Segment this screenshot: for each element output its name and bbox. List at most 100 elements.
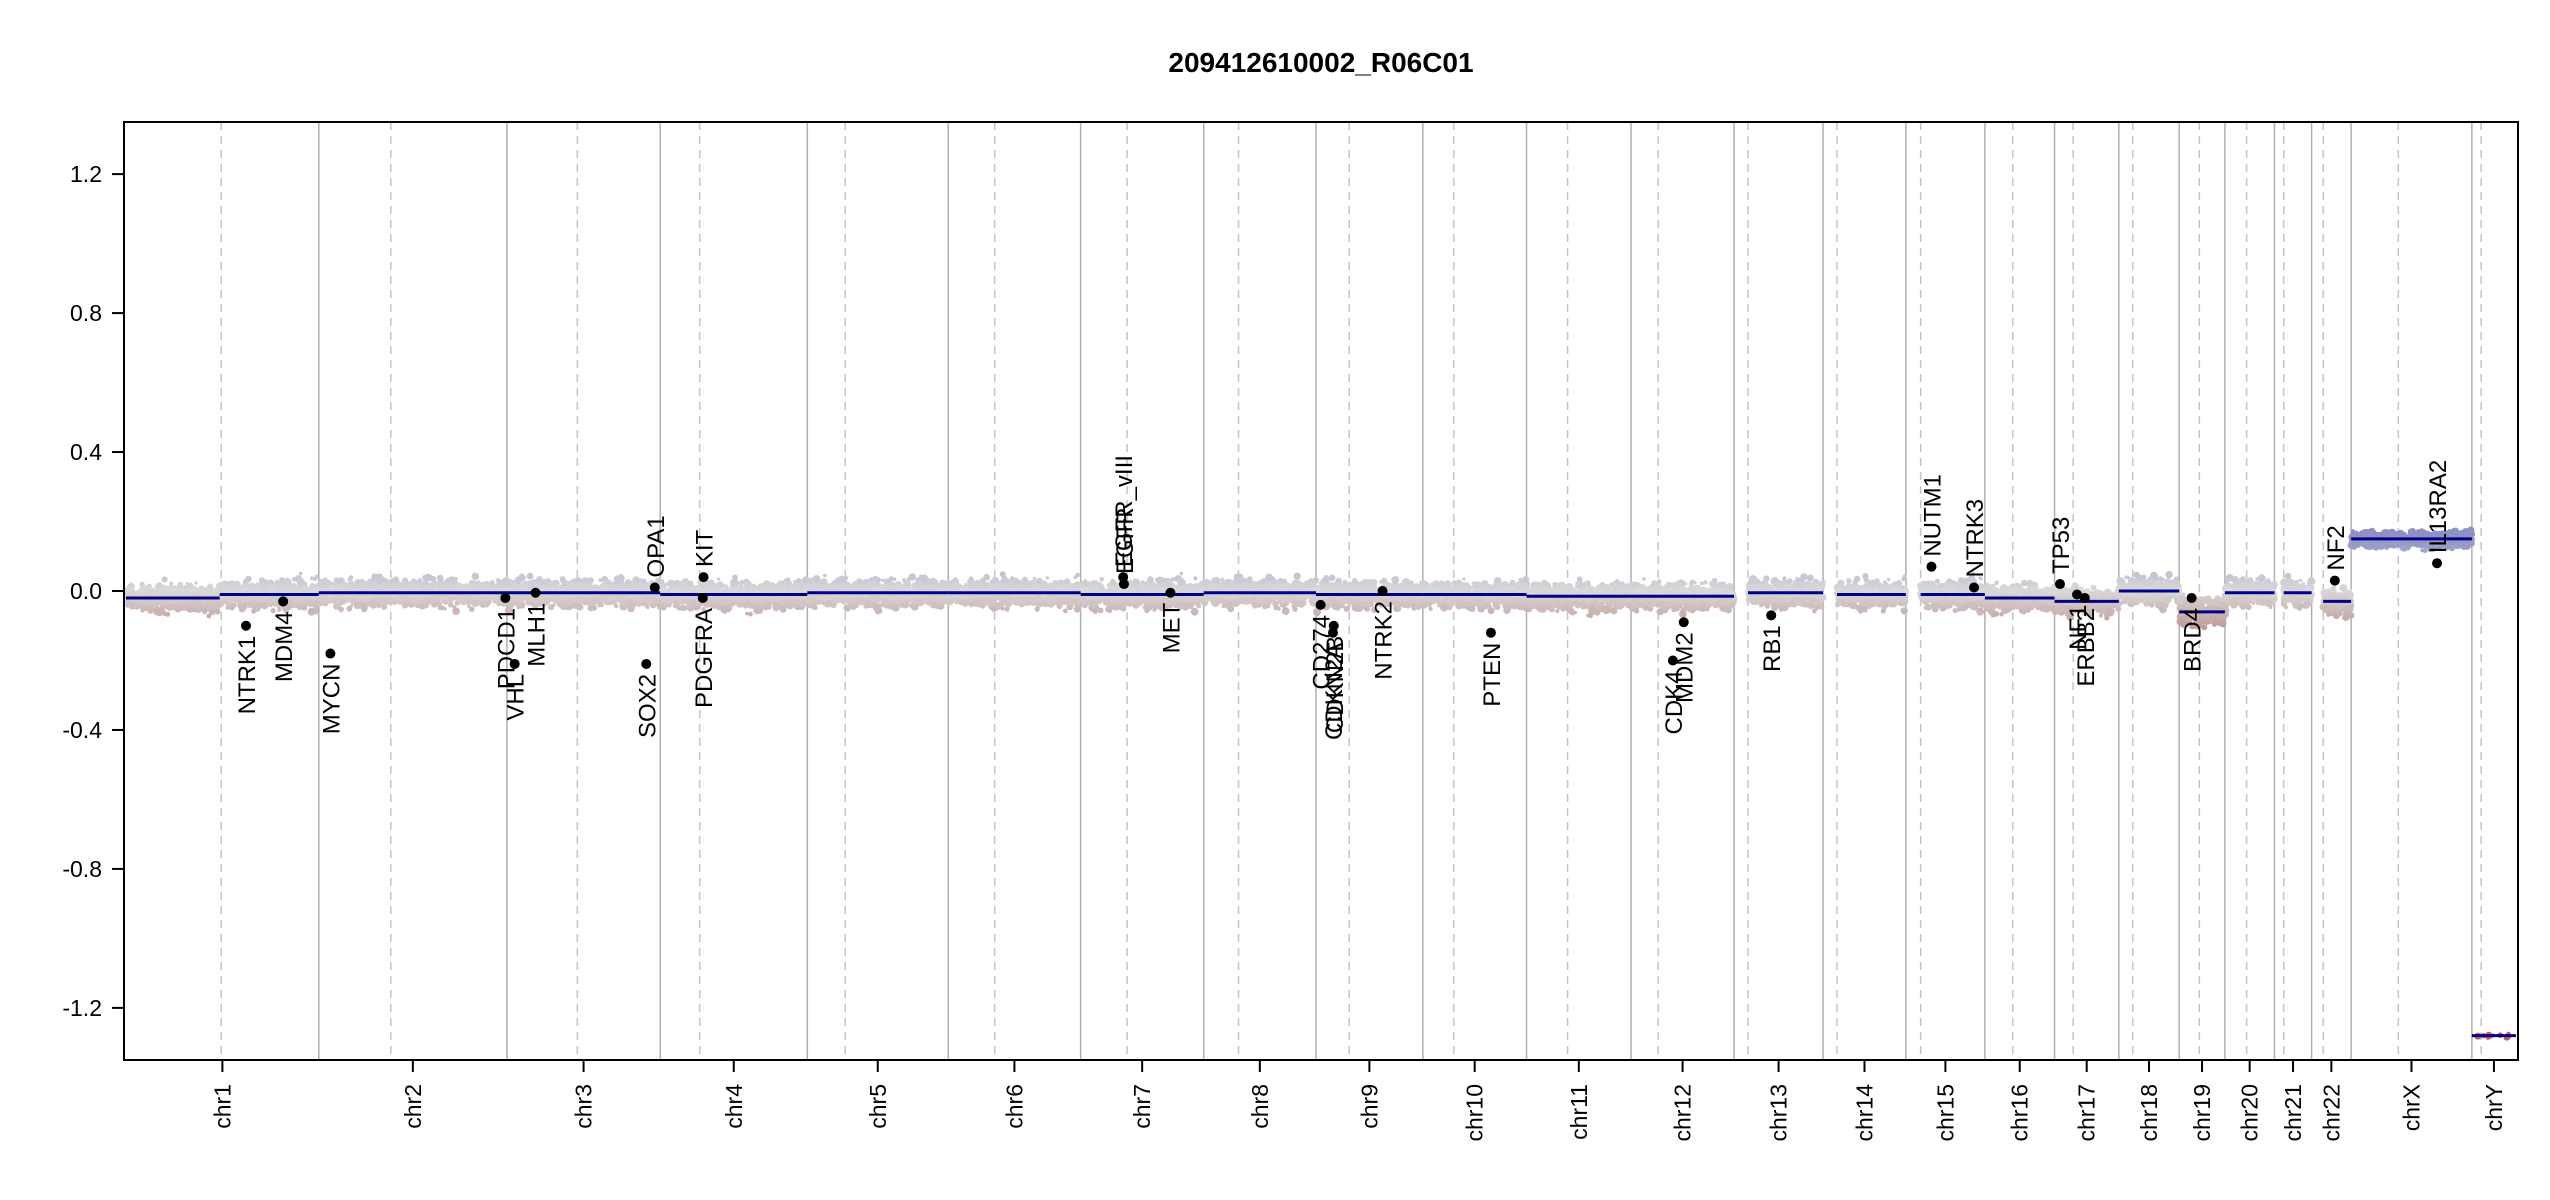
probe-point bbox=[160, 608, 165, 612]
probe-point bbox=[360, 583, 366, 589]
probe-point bbox=[468, 579, 476, 588]
probe-point bbox=[739, 579, 745, 586]
probe-point bbox=[613, 575, 622, 584]
probe-point bbox=[171, 591, 175, 596]
probe-point bbox=[452, 607, 460, 615]
probe-point bbox=[139, 604, 144, 608]
probe-point bbox=[469, 606, 475, 612]
probe-point bbox=[153, 607, 161, 616]
probe-point bbox=[339, 577, 344, 581]
probe-point bbox=[338, 606, 344, 613]
probe-point bbox=[779, 606, 787, 613]
probe-point bbox=[417, 578, 423, 583]
probe-point bbox=[720, 600, 725, 605]
probe-point bbox=[333, 577, 340, 584]
probe-point bbox=[614, 584, 619, 589]
probe-point bbox=[603, 577, 608, 581]
probe-point bbox=[764, 587, 768, 591]
probe-point bbox=[242, 588, 247, 592]
probe-point bbox=[161, 576, 168, 583]
probe-point bbox=[384, 585, 389, 589]
probe-point bbox=[793, 599, 798, 605]
probe-point bbox=[425, 596, 431, 602]
probe-point bbox=[613, 603, 619, 609]
probe-point bbox=[426, 583, 435, 591]
probe-point bbox=[265, 599, 270, 605]
probe-point bbox=[660, 596, 666, 601]
probe-point bbox=[641, 601, 646, 607]
probe-point bbox=[310, 576, 315, 581]
probe-point bbox=[474, 600, 479, 604]
probe-point bbox=[295, 601, 302, 608]
probe-point bbox=[363, 602, 368, 607]
probe-point bbox=[347, 578, 351, 582]
probe-point bbox=[750, 584, 755, 589]
probe-point bbox=[384, 598, 392, 605]
probe-point bbox=[672, 603, 679, 609]
probe-point bbox=[560, 585, 565, 590]
probe-point bbox=[746, 581, 751, 587]
probe-point bbox=[471, 572, 480, 580]
probe-point bbox=[468, 593, 473, 599]
probe-point bbox=[732, 574, 738, 581]
probe-point bbox=[206, 583, 214, 591]
probe-point bbox=[354, 603, 360, 609]
probe-point bbox=[716, 585, 721, 590]
probe-point bbox=[575, 595, 584, 604]
probe-point bbox=[794, 605, 798, 610]
probe-point bbox=[224, 595, 229, 600]
probe-point bbox=[320, 594, 328, 602]
probe-point bbox=[373, 594, 377, 598]
probe-point bbox=[242, 578, 249, 584]
probe-point bbox=[146, 599, 152, 604]
probe-point bbox=[243, 595, 250, 602]
probe-point bbox=[575, 603, 584, 611]
probe-point bbox=[225, 605, 230, 610]
probe-point bbox=[160, 589, 165, 594]
probe-point bbox=[637, 584, 643, 591]
probe-point bbox=[201, 608, 208, 615]
probe-point bbox=[586, 597, 592, 602]
probe-point bbox=[629, 601, 636, 609]
probe-point bbox=[616, 596, 623, 603]
probe-point bbox=[443, 587, 447, 592]
probe-point bbox=[186, 588, 193, 595]
probe-point bbox=[147, 607, 153, 613]
probe-point bbox=[139, 581, 145, 587]
probe-point bbox=[599, 602, 604, 608]
probe-point bbox=[307, 607, 316, 616]
probe-point bbox=[218, 583, 226, 592]
probe-point bbox=[165, 604, 169, 608]
probe-point bbox=[452, 584, 460, 592]
probe-point bbox=[140, 585, 144, 589]
probe-point bbox=[767, 582, 774, 588]
probe-point bbox=[189, 606, 195, 612]
probe-point bbox=[771, 595, 778, 602]
probe-point bbox=[774, 589, 779, 594]
probe-point bbox=[368, 580, 375, 586]
probe-point bbox=[744, 600, 752, 608]
probe-point bbox=[421, 582, 425, 587]
probe-point bbox=[696, 585, 703, 592]
probe-point bbox=[726, 599, 733, 606]
probe-point bbox=[349, 604, 353, 609]
probe-point bbox=[589, 585, 595, 591]
probe-point bbox=[717, 577, 721, 581]
probe-point bbox=[437, 605, 443, 611]
probe-point bbox=[698, 602, 703, 607]
probe-point bbox=[162, 611, 167, 616]
probe-point bbox=[374, 584, 379, 590]
probe-point bbox=[198, 592, 203, 597]
probe-point bbox=[731, 586, 737, 592]
probe-point bbox=[188, 602, 193, 607]
probe-point bbox=[296, 577, 305, 586]
probe-point bbox=[228, 603, 236, 611]
probe-point bbox=[580, 579, 584, 583]
probe-point bbox=[600, 594, 608, 602]
probe-point bbox=[369, 599, 378, 607]
probe-point bbox=[232, 596, 239, 604]
probe-point bbox=[129, 603, 136, 610]
probe-point bbox=[251, 596, 257, 602]
probe-point bbox=[517, 597, 522, 602]
probe-point bbox=[378, 595, 383, 601]
